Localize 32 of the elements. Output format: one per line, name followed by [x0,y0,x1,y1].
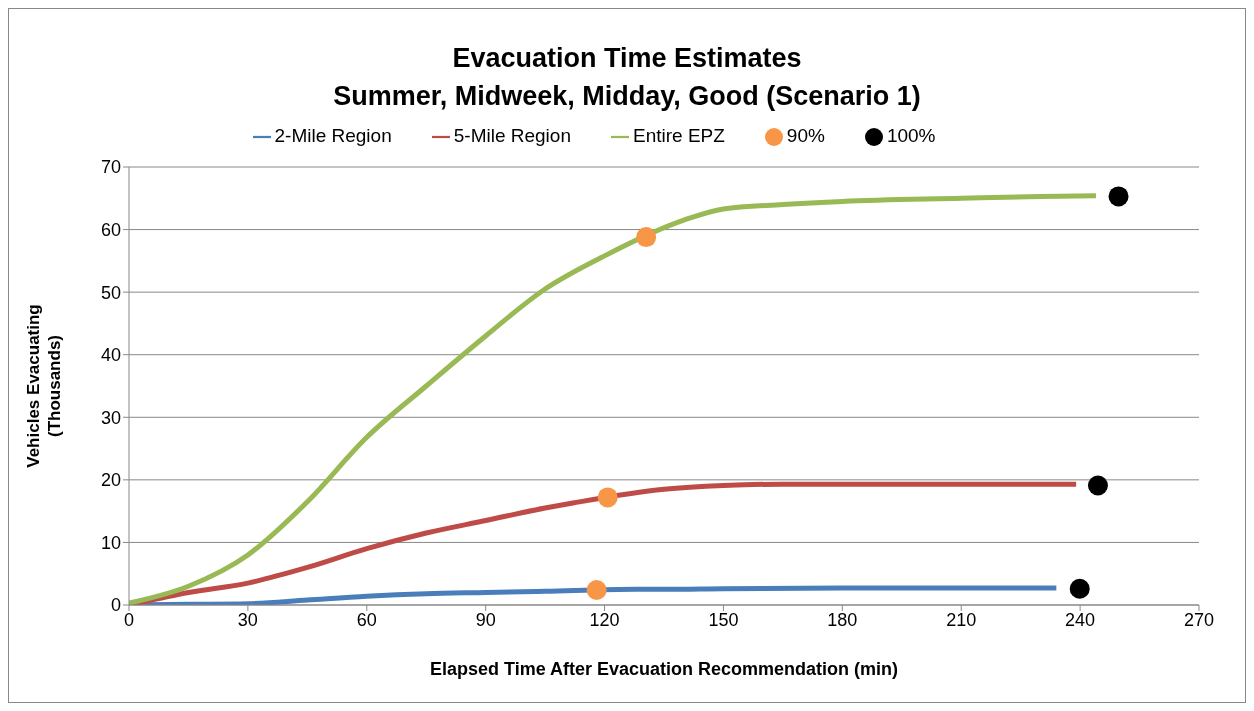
legend-label: 100% [886,125,936,146]
legend-label: 2-Mile Region [274,125,392,146]
x-tick-label: 60 [356,609,377,630]
x-tick-label: 0 [123,609,135,630]
x-tick-label: 120 [589,609,620,630]
x-tick-label: 90 [475,609,496,630]
y-tick-label: 40 [100,345,121,366]
x-tick-label: 210 [946,609,977,630]
x-tick-label: 150 [708,609,739,630]
y-tick-label: 50 [100,282,121,303]
x-axis-title: Elapsed Time After Evacuation Recommendation (min) [429,659,899,679]
y-tick-label: 70 [100,157,121,178]
x-tick-label: 30 [237,609,258,630]
x-tick-label: 180 [827,609,858,630]
y-tick-label: 20 [100,470,121,491]
point [1069,578,1090,599]
point [1087,475,1108,496]
legend-label: 90% [786,125,825,146]
point [636,227,657,248]
point [586,579,607,600]
x-tick-label: 270 [1183,609,1215,630]
chart-title: Evacuation Time Estimates Summer, Midweek, Midday, Good (Scenario 1) [332,42,922,113]
y-tick-label: 30 [100,407,121,428]
y-tick-label: 0 [110,595,121,616]
x-tick-label: 240 [1065,609,1096,630]
y-tick-label: 60 [100,219,121,240]
y-tick-label: 10 [100,532,121,553]
y-axis-title: Vehicles Evacuating (Thousands) [24,304,64,468]
legend-label: 5-Mile Region [453,125,571,146]
point [1108,186,1129,207]
legend-label: Entire EPZ [632,125,725,146]
point [597,487,618,508]
